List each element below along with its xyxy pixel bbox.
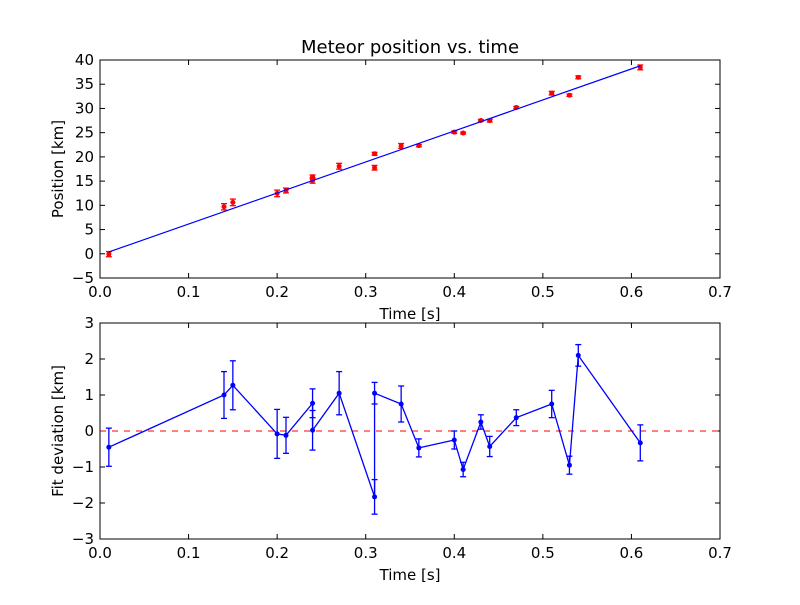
residual-line [108,353,641,498]
residual-point [221,392,227,398]
position-axes: Meteor position vs. time Time [s] Positi… [49,37,732,323]
deviation-x-label: Time [s] [379,566,441,584]
position-y-tick-label: 10 [75,196,94,214]
position-x-tick-label: 0.7 [708,283,732,301]
position-x-tick-label: 0.2 [265,283,289,301]
residual-point [460,467,466,473]
position-y-tick-label: 25 [75,124,94,142]
position-point [575,74,581,80]
residual-point [637,440,643,446]
residual-point [230,382,236,388]
residual-point [566,462,572,468]
residual-point [487,443,493,449]
position-point [398,143,404,149]
position-y-tick-label: 30 [75,99,94,117]
position-point [221,204,227,210]
residual-point [451,437,457,443]
residual-point [549,401,555,407]
position-x-tick-label: 0.0 [88,283,112,301]
residual-point [478,419,484,425]
position-x-tick-label: 0.4 [442,283,466,301]
position-chart-title: Meteor position vs. time [301,37,519,58]
residual-point [274,431,280,437]
residual-point [336,390,342,396]
deviation-y-label: Fit deviation [km] [49,365,67,497]
position-y-tick-label: 40 [75,51,94,69]
deviation-y-tick-label: 2 [84,350,94,368]
deviation-y-tick-label: 1 [84,386,94,404]
residual-point [513,415,519,421]
position-y-tick-label: 20 [75,148,94,166]
deviation-y-tick-label: −3 [72,530,94,548]
position-point [106,251,112,257]
deviation-axes-frame [99,322,721,540]
position-y-tick-label: −5 [72,269,94,287]
deviation-x-tick-label: 0.3 [354,544,378,562]
position-point [230,199,236,205]
position-x-tick-label: 0.1 [177,283,201,301]
position-point [372,165,378,171]
position-x-label: Time [s] [379,305,441,323]
deviation-x-tick-label: 0.0 [88,544,112,562]
residual-point [372,494,378,500]
residual-point [398,401,404,407]
position-point [549,90,555,96]
deviation-x-tick-label: 0.7 [708,544,732,562]
position-y-label: Position [km] [49,120,67,218]
deviation-x-tick-label: 0.2 [265,544,289,562]
position-y-tick-label: 5 [84,221,94,239]
residual-point [372,390,378,396]
deviation-x-tick-label: 0.5 [531,544,555,562]
deviation-x-tick-label: 0.1 [177,544,201,562]
position-y-tick-label: 0 [84,245,94,263]
position-point [460,130,466,136]
residual-point [106,444,112,450]
position-axes-frame [99,59,721,279]
deviation-x-tick-label: 0.4 [442,544,466,562]
position-x-tick-label: 0.3 [354,283,378,301]
position-point [372,151,378,157]
fit-line [108,65,641,253]
residual-point [416,445,422,451]
position-point [336,163,342,169]
deviation-y-tick-label: −2 [72,494,94,512]
deviation-axes: Time [s] Fit deviation [km] 0.0 0.1 0.2 0.3… [49,314,732,584]
residual-point [575,352,581,358]
position-y-tick-label: 15 [75,172,94,190]
position-point [637,64,643,70]
residual-point [310,400,316,406]
deviation-y-tick-label: −1 [72,458,94,476]
deviation-y-tick-label: 3 [84,314,94,332]
residual-point [283,432,289,438]
residual-point [310,427,316,433]
position-y-tick-label: 35 [75,75,94,93]
position-point [566,92,572,98]
deviation-y-tick-label: 0 [84,422,94,440]
position-x-tick-label: 0.5 [531,283,555,301]
position-x-tick-label: 0.6 [619,283,643,301]
deviation-x-tick-label: 0.6 [619,544,643,562]
